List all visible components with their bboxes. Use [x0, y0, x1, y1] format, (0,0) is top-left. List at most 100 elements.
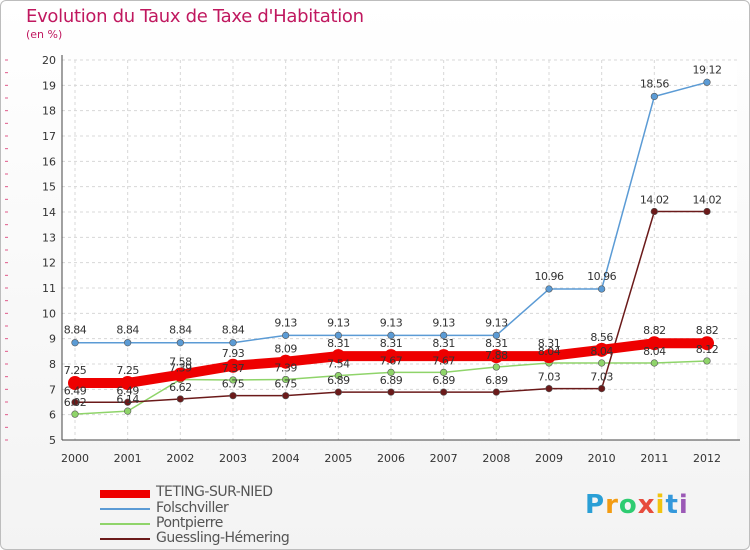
- data-point: [703, 207, 711, 216]
- data-label: 10.96: [535, 270, 564, 283]
- x-tick-label: 2008: [482, 452, 510, 465]
- data-label: 8.31: [380, 337, 403, 350]
- data-point: [71, 410, 79, 418]
- data-label: 6.62: [169, 381, 192, 394]
- data-point: [334, 331, 342, 339]
- data-point: [334, 372, 342, 380]
- legend-label-teting: TETING-SUR-NIED: [156, 484, 273, 500]
- data-point: [278, 354, 293, 369]
- y-tick-label: 10: [42, 307, 56, 320]
- x-tick-label: 2005: [324, 452, 352, 465]
- data-label: 7.03: [538, 371, 561, 384]
- data-point: [492, 363, 500, 371]
- logo-letter: r: [605, 490, 619, 520]
- data-label: 6.14: [116, 393, 139, 406]
- legend-label-pontpierre: Pontpierre: [156, 515, 223, 531]
- data-label: 8.12: [696, 343, 719, 356]
- data-point: [229, 392, 237, 400]
- data-label: 6.89: [485, 374, 508, 387]
- y-tick-label: 5: [49, 434, 56, 447]
- data-label: 8.84: [116, 324, 139, 337]
- data-point: [68, 376, 82, 390]
- data-point: [650, 92, 658, 101]
- data-point: [489, 349, 504, 364]
- data-point: [598, 359, 606, 367]
- data-label: 7.25: [64, 364, 87, 377]
- data-point: [492, 331, 500, 339]
- y-tick-label: 19: [42, 79, 56, 92]
- data-label: 7.93: [222, 347, 245, 360]
- x-tick-label: 2007: [430, 452, 458, 465]
- data-label: 10.96: [587, 270, 616, 283]
- data-point: [440, 331, 448, 339]
- data-label: 7.37: [222, 362, 245, 375]
- y-tick-label: 12: [42, 257, 56, 270]
- x-tick-label: 2006: [377, 452, 405, 465]
- data-label: 8.09: [274, 343, 297, 356]
- data-point: [71, 339, 79, 347]
- data-point: [282, 331, 290, 339]
- data-label: 8.31: [327, 337, 350, 350]
- y-tick-label: 9: [49, 333, 56, 346]
- data-point: [594, 342, 609, 357]
- data-point: [542, 349, 556, 364]
- x-tick-label: 2000: [61, 452, 89, 465]
- y-tick-label: 6: [49, 409, 56, 422]
- logo-letter: o: [618, 490, 638, 520]
- data-label: 6.75: [222, 378, 245, 391]
- data-label: 7.39: [274, 361, 297, 374]
- data-label: 7.67: [380, 354, 403, 367]
- data-label: 7.39: [169, 361, 192, 374]
- x-tick-label: 2011: [640, 452, 668, 465]
- data-label: 6.49: [116, 384, 139, 397]
- data-point: [334, 388, 342, 396]
- logo-letter: x: [637, 490, 656, 520]
- data-label: 18.56: [640, 77, 669, 90]
- data-label: 7.03: [590, 371, 613, 384]
- data-point: [331, 349, 346, 364]
- data-point: [120, 376, 135, 390]
- logo-letter: P: [585, 490, 606, 520]
- y-tick-label: 17: [42, 130, 56, 143]
- data-label: 7.25: [116, 364, 139, 377]
- data-label: 6.75: [274, 378, 297, 391]
- data-label: 7.58: [169, 356, 192, 369]
- legend-swatch-pontpierre: [100, 523, 150, 525]
- data-label: 19.12: [693, 63, 722, 76]
- data-point: [387, 388, 395, 396]
- data-label: 7.67: [432, 354, 455, 367]
- data-point: [229, 339, 237, 347]
- data-point: [650, 359, 658, 367]
- x-tick-label: 2010: [588, 452, 616, 465]
- data-point: [598, 384, 606, 393]
- data-point: [436, 349, 451, 364]
- data-label: 8.31: [485, 337, 508, 350]
- data-label: 6.49: [64, 384, 87, 397]
- x-tick-label: 2012: [693, 452, 721, 465]
- data-label: 14.02: [640, 193, 669, 206]
- data-label: 14.02: [693, 193, 722, 206]
- y-tick-label: 8: [49, 358, 56, 371]
- data-point: [282, 375, 290, 384]
- data-point: [598, 285, 606, 293]
- y-tick-label: 20: [42, 54, 56, 67]
- data-point: [229, 376, 237, 384]
- data-label: 8.31: [432, 337, 455, 350]
- data-label: 7.54: [327, 358, 350, 371]
- y-tick-label: 16: [42, 155, 56, 168]
- data-label: 8.82: [696, 324, 719, 337]
- data-label: 7.88: [485, 349, 508, 362]
- data-point: [440, 388, 448, 396]
- chart-subtitle: (en %): [26, 28, 63, 41]
- x-tick-label: 2009: [535, 452, 563, 465]
- data-point: [176, 395, 184, 403]
- proxiti-logo: Proxiti: [585, 490, 689, 520]
- data-label: 8.84: [169, 324, 192, 337]
- legend-label-folschviller: Folschviller: [156, 500, 229, 516]
- data-label: 8.31: [538, 337, 561, 350]
- data-label: 9.13: [485, 316, 508, 329]
- x-tick-label: 2001: [114, 452, 142, 465]
- data-point: [173, 367, 188, 382]
- data-label: 6.89: [380, 374, 403, 387]
- legend-swatch-teting: [100, 490, 150, 498]
